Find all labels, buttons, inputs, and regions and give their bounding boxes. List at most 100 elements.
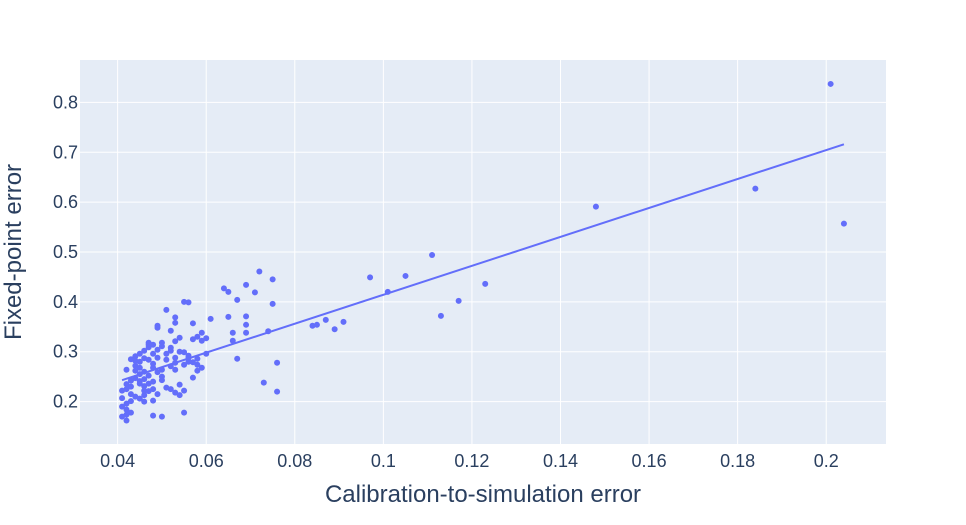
y-gridlines bbox=[80, 101, 886, 403]
data-point bbox=[243, 313, 250, 320]
data-point bbox=[429, 251, 436, 258]
data-point bbox=[256, 268, 263, 275]
data-point bbox=[274, 388, 281, 395]
data-point bbox=[163, 384, 170, 391]
y-tick-label: 0.2 bbox=[53, 392, 78, 412]
data-point bbox=[150, 378, 157, 385]
data-point bbox=[150, 397, 157, 404]
data-point bbox=[234, 296, 241, 303]
data-point bbox=[145, 372, 152, 379]
data-point bbox=[163, 356, 170, 363]
data-point bbox=[127, 391, 134, 398]
data-point bbox=[309, 322, 316, 329]
data-point bbox=[172, 354, 179, 361]
data-point bbox=[132, 367, 139, 374]
data-point bbox=[127, 356, 134, 363]
data-point bbox=[154, 369, 161, 376]
data-point bbox=[198, 337, 205, 344]
data-point bbox=[127, 398, 134, 405]
data-point bbox=[154, 391, 161, 398]
data-point bbox=[132, 353, 139, 360]
data-point bbox=[141, 392, 148, 399]
data-point bbox=[172, 338, 179, 345]
data-point bbox=[243, 329, 250, 336]
data-point bbox=[181, 409, 188, 416]
data-point bbox=[194, 333, 201, 340]
data-point bbox=[136, 395, 143, 402]
y-axis-title: Fixed-point error bbox=[0, 164, 27, 340]
data-point bbox=[229, 337, 236, 344]
data-point bbox=[163, 350, 170, 357]
data-point bbox=[181, 349, 188, 356]
data-point bbox=[225, 313, 232, 320]
x-axis-title: Calibration-to-simulation error bbox=[325, 481, 641, 508]
x-tick-label: 0.18 bbox=[720, 451, 755, 471]
data-point bbox=[136, 380, 143, 387]
data-point bbox=[189, 320, 196, 327]
data-point bbox=[163, 306, 170, 313]
data-point bbox=[189, 359, 196, 366]
y-tick-label: 0.3 bbox=[53, 342, 78, 362]
x-tick-label: 0.2 bbox=[814, 451, 839, 471]
data-point bbox=[127, 377, 134, 384]
data-point bbox=[158, 339, 165, 346]
data-point bbox=[150, 386, 157, 393]
y-tick-label: 0.8 bbox=[53, 92, 78, 112]
data-point bbox=[229, 329, 236, 336]
data-point bbox=[172, 314, 179, 321]
data-point bbox=[225, 288, 232, 295]
data-point bbox=[331, 326, 338, 333]
data-point bbox=[752, 185, 759, 192]
x-tick-label: 0.16 bbox=[632, 451, 667, 471]
x-tick-label: 0.12 bbox=[454, 451, 489, 471]
data-point bbox=[243, 281, 250, 288]
data-point bbox=[198, 329, 205, 336]
data-point bbox=[172, 389, 179, 396]
data-point bbox=[181, 361, 188, 368]
data-point bbox=[123, 400, 130, 407]
trendline bbox=[121, 143, 845, 382]
data-point bbox=[158, 377, 165, 384]
data-point bbox=[119, 395, 126, 402]
data-point bbox=[827, 80, 834, 87]
data-point bbox=[322, 316, 329, 323]
data-point bbox=[402, 272, 409, 279]
data-point bbox=[172, 366, 179, 373]
data-point bbox=[119, 403, 126, 410]
data-point bbox=[172, 319, 179, 326]
data-point bbox=[176, 381, 183, 388]
data-point bbox=[181, 387, 188, 394]
data-point bbox=[123, 381, 130, 388]
data-point bbox=[840, 220, 847, 227]
data-point bbox=[189, 374, 196, 381]
x-tick-label: 0.08 bbox=[277, 451, 312, 471]
data-point bbox=[194, 361, 201, 368]
data-point bbox=[127, 383, 134, 390]
data-point bbox=[185, 299, 192, 306]
data-point bbox=[367, 274, 374, 281]
data-point bbox=[176, 348, 183, 355]
data-point bbox=[269, 276, 276, 283]
data-point bbox=[154, 346, 161, 353]
data-point bbox=[455, 297, 462, 304]
data-point bbox=[119, 413, 126, 420]
data-point bbox=[154, 354, 161, 361]
data-point bbox=[141, 387, 148, 394]
data-point bbox=[234, 355, 241, 362]
data-point bbox=[158, 413, 165, 420]
data-point bbox=[181, 298, 188, 305]
data-point bbox=[123, 417, 130, 424]
data-point bbox=[141, 355, 148, 362]
data-point bbox=[123, 406, 130, 413]
data-point bbox=[150, 412, 157, 419]
data-point bbox=[203, 335, 210, 342]
data-point bbox=[340, 318, 347, 325]
data-point bbox=[437, 312, 444, 319]
x-tick-label: 0.04 bbox=[100, 451, 135, 471]
data-point bbox=[176, 392, 183, 399]
data-point bbox=[482, 280, 489, 287]
data-point bbox=[132, 362, 139, 369]
data-point bbox=[251, 289, 258, 296]
data-point bbox=[167, 327, 174, 334]
